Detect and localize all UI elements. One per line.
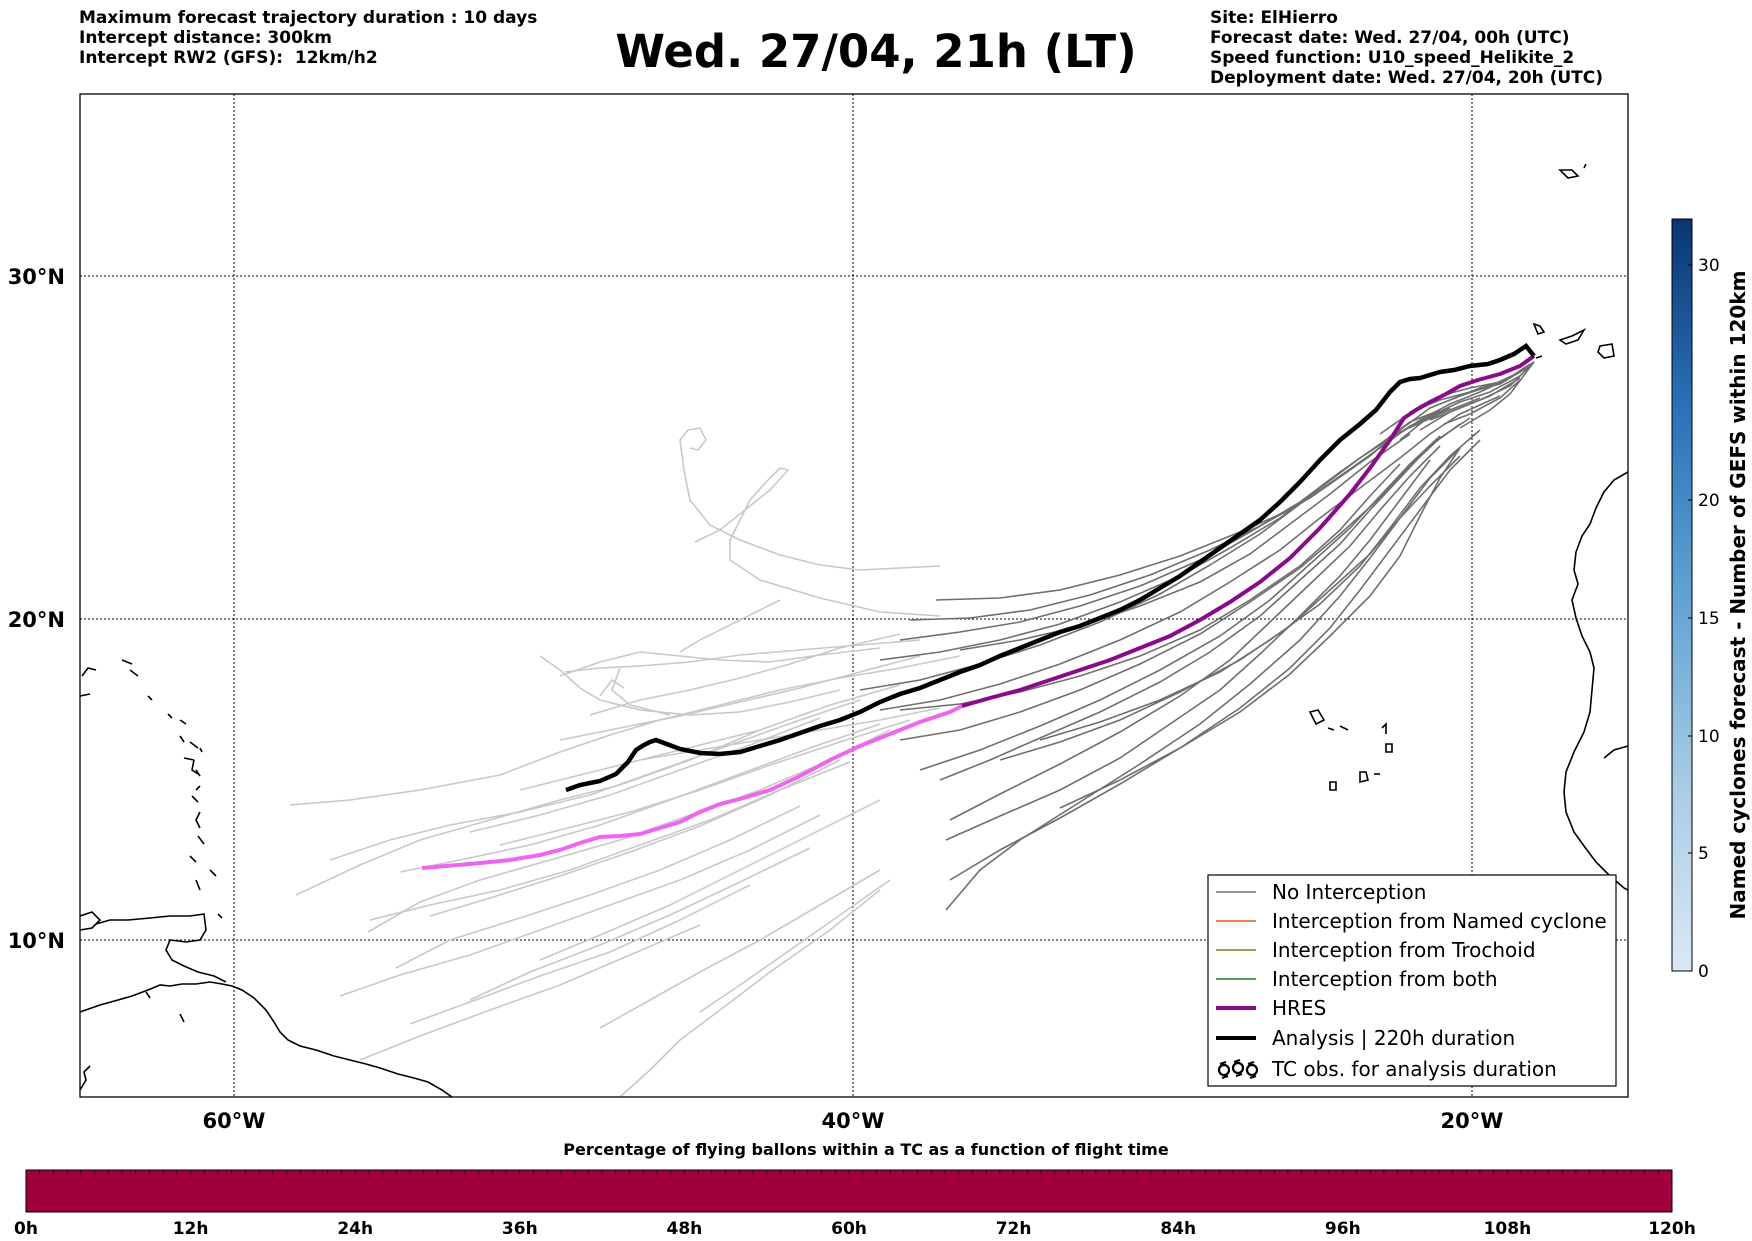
page-title: Wed. 27/04, 21h (LT): [615, 25, 1137, 78]
bottom-bar-tick-label: 120h: [1648, 1219, 1696, 1239]
flight-time-bar: Percentage of flying ballons within a TC…: [14, 1140, 1696, 1239]
lat-label-20n: 20°N: [8, 608, 65, 632]
lat-label-30n: 30°N: [8, 265, 65, 289]
bottom-bar-tick-label: 60h: [831, 1219, 867, 1239]
legend-item-tc-obs: TC obs. for analysis duration: [1217, 1057, 1557, 1081]
legend-item-both: Interception from both: [1216, 967, 1498, 991]
hres-trajectory-recent: [961, 354, 1536, 708]
latitude-labels: 30°N 20°N 10°N: [8, 265, 65, 953]
legend-label: Analysis | 220h duration: [1272, 1026, 1515, 1050]
header-duration: Maximum forecast trajectory duration : 1…: [79, 8, 538, 28]
bottom-bar-fill: [25, 1169, 1673, 1213]
legend-item-hres: HRES: [1216, 996, 1326, 1020]
legend-label: Interception from both: [1272, 967, 1498, 991]
bottom-bar-tick-label: 108h: [1484, 1219, 1532, 1239]
map-frame: [79, 93, 1629, 1098]
bottom-bar-labels: 0h 12h 24h 36h 48h 60h 72h 84h 96h 108h 120h: [14, 1219, 1696, 1239]
bottom-bar-tick-label: 24h: [337, 1219, 373, 1239]
longitude-labels: 60°W 40°W 20°W: [203, 1109, 1504, 1133]
analysis-trajectory: [565, 342, 1536, 793]
bottom-bar-tick-label: 48h: [667, 1219, 703, 1239]
legend-item-trochoid: Interception from Trochoid: [1216, 938, 1536, 962]
colorbar-label: Named cyclones forecast - Number of GEFS…: [1726, 271, 1750, 920]
legend-label: HRES: [1272, 996, 1326, 1020]
legend-item-analysis: Analysis | 220h duration: [1216, 1026, 1515, 1050]
lat-label-10n: 10°N: [8, 929, 65, 953]
map-content: [80, 94, 1628, 1097]
colorbar-tick-30: 30: [1698, 256, 1720, 276]
legend-item-named-cyclone: Interception from Named cyclone: [1216, 909, 1607, 933]
legend-label: Interception from Trochoid: [1272, 938, 1536, 962]
colorbar-fill: [1671, 218, 1693, 972]
lon-label-20w: 20°W: [1441, 1109, 1504, 1133]
cyclone-colorbar: 0 5 10 15 20 30 Named cyclones forecast …: [1671, 218, 1750, 982]
colorbar-tick-5: 5: [1698, 844, 1709, 864]
bottom-bar-title: Percentage of flying ballons within a TC…: [563, 1140, 1169, 1159]
header-right: Site: ElHierro Forecast date: Wed. 27/04…: [1210, 8, 1603, 88]
bottom-bar-minor-ticks: [25, 1170, 1673, 1174]
colorbar-tick-10: 10: [1698, 727, 1720, 747]
legend: No Interception Interception from Named …: [1207, 874, 1617, 1087]
header-deployment-date: Deployment date: Wed. 27/04, 20h (UTC): [1210, 68, 1604, 88]
legend-box: [1207, 874, 1617, 1087]
bottom-bar-tick-label: 96h: [1325, 1219, 1361, 1239]
colorbar-tick-20: 20: [1698, 491, 1720, 511]
lon-label-40w: 40°W: [822, 1109, 885, 1133]
legend-item-no-interception: No Interception: [1216, 880, 1426, 904]
bottom-bar-tick-label: 36h: [502, 1219, 538, 1239]
colorbar-tick-0: 0: [1698, 962, 1709, 982]
bottom-bar-tick-label: 0h: [14, 1219, 38, 1239]
colorbar-tick-marks: [1688, 264, 1692, 972]
header-speed-function: Speed function: U10_speed_Helikite_2: [1210, 48, 1575, 68]
bottom-bar-tick-label: 84h: [1160, 1219, 1196, 1239]
header-intercept-distance: Intercept distance: 300km: [79, 28, 332, 48]
header-site: Site: ElHierro: [1210, 8, 1338, 28]
hres-trajectory-old: [421, 704, 963, 870]
tc-obs-symbol-icon: [1217, 1058, 1259, 1080]
legend-label: TC obs. for analysis duration: [1271, 1057, 1557, 1081]
header-left: Maximum forecast trajectory duration : 1…: [79, 8, 537, 68]
older-trajectories: [289, 427, 961, 1097]
bottom-bar-tick-label: 12h: [173, 1219, 209, 1239]
header-intercept-rw2: Intercept RW2 (GFS): 12km/h2: [79, 48, 378, 68]
lon-label-60w: 60°W: [203, 1109, 266, 1133]
header-forecast-date: Forecast date: Wed. 27/04, 00h (UTC): [1210, 28, 1570, 48]
coastlines: [80, 163, 1628, 1097]
legend-label: Interception from Named cyclone: [1272, 909, 1607, 933]
bottom-bar-tick-label: 72h: [996, 1219, 1032, 1239]
legend-label: No Interception: [1272, 880, 1426, 904]
colorbar-tick-15: 15: [1698, 609, 1720, 629]
